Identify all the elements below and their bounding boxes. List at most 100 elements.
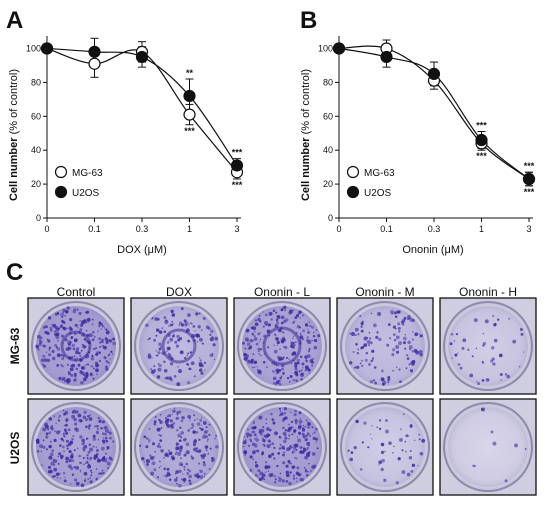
colony-dot [310,470,312,472]
colony-dot [471,355,474,358]
colony-dot [104,432,108,436]
colony-dot [48,353,52,357]
colony-dot [183,465,186,469]
colony-dot [180,307,184,310]
colony-dot [247,444,251,447]
colony-dot [302,428,305,431]
colony-dot [195,312,199,316]
colony-dot [81,320,85,324]
colony-dot [175,416,180,421]
colony-dot [198,361,203,366]
colony-dot [265,366,268,369]
colony-dot [273,446,276,449]
colony-dot [75,428,79,432]
colony-dot [71,356,74,359]
colony-dot [409,424,413,428]
colony-dot [282,372,285,375]
colony-dot [293,446,297,451]
colony-dot [44,422,48,427]
colony-dot [98,323,101,326]
colony-dot [401,449,404,452]
colony-dot [275,372,278,375]
colony-dot [56,430,61,435]
colony-dot [363,343,368,347]
colony-dot [158,342,162,347]
colony-dot [112,337,116,341]
colony-dot [312,436,316,441]
colony-dot [393,311,397,315]
colony-dot [453,340,456,342]
colony-dot [110,350,113,353]
colony-dot [203,361,207,365]
colony-dot [158,442,161,445]
colony-dot [387,381,390,384]
colony-dot [457,363,461,366]
colony-dot [313,331,315,334]
colony-dot [172,409,176,413]
colony-dot [303,466,306,469]
colony-dot [383,478,387,482]
colony-dot [93,454,98,459]
colony-dot [277,379,280,382]
chart-b-ytick-label: 0 [328,213,333,223]
chart-a-point-u2os [40,42,54,55]
colony-dot [199,359,202,362]
chart-a-xtick-label: 3 [234,224,239,234]
colony-dot [171,413,173,416]
colony-dot [57,339,59,342]
colony-dot [172,422,176,425]
colony-dot [183,481,186,483]
colony-dot [169,479,171,481]
colony-dot [487,379,489,381]
colony-dot [193,414,196,417]
colony-dot [56,353,61,358]
colony-dot [180,457,182,459]
colony-dot [252,458,255,461]
colony-dot [395,481,399,485]
colony-dot [349,361,353,365]
colony-dot [309,324,312,328]
colony-dot [409,317,414,322]
colony-dot [316,447,319,450]
colony-dot [492,314,495,318]
colony-dot [80,380,84,385]
colony-dot [168,325,170,327]
colony-dot [272,421,276,425]
colony-dot [180,478,183,481]
colony-dot [139,444,142,447]
colony-dot [164,420,169,425]
colony-dot [154,450,157,453]
colony-dot [160,465,162,467]
colony-dot [193,439,197,443]
colony-dot [265,313,268,317]
colony-dot [91,323,94,326]
colony-dot [262,438,266,443]
colony-dot [257,347,261,351]
colony-dot [40,358,45,363]
colony-dot [496,318,500,321]
chart-a-ytick-label: 100 [26,43,41,53]
colony-dot [491,357,495,361]
colony-dot [282,426,285,430]
colony-dot [261,452,264,455]
colony-dot [275,318,279,322]
colony-dot [175,470,179,474]
colony-dot [380,450,385,455]
colony-dot [97,472,101,475]
colony-dot [313,345,318,350]
colony-dot [188,469,192,473]
colony-dot [204,445,209,449]
colony-dot [203,434,206,437]
colony-dot [83,479,87,482]
colony-dot [65,310,69,314]
colony-dot [65,444,69,448]
colony-dot [64,410,69,415]
chart-a-legend-label-u2os: U2OS [72,188,100,199]
colony-dot [258,341,261,343]
colony-dot [80,366,85,370]
colony-dot [50,324,52,326]
colony-dot [209,333,212,336]
colony-dot [80,462,82,464]
colony-dot [91,338,95,342]
colony-dot [71,473,75,476]
